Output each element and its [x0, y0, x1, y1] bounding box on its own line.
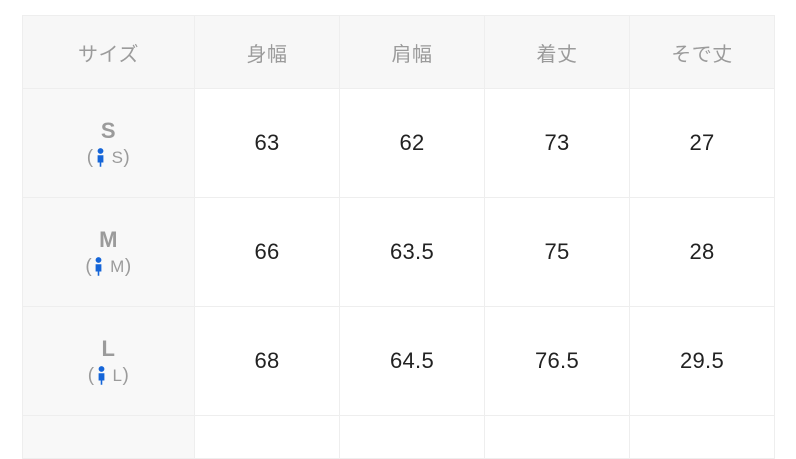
paren-open: (: [85, 255, 93, 277]
paren-close: ): [123, 146, 131, 168]
size-cell-m: M ( M ): [22, 197, 195, 307]
size-cell-s: S ( S ): [22, 88, 195, 198]
value-sleeve: 27: [689, 130, 715, 155]
person-icon: [93, 256, 104, 276]
column-header-shoulder: 肩幅: [339, 15, 485, 89]
cell-sleeve: 27: [629, 88, 775, 198]
cell-length: 73: [484, 88, 630, 198]
value-chest: 68: [254, 348, 280, 373]
cell-shoulder: 62: [339, 88, 485, 198]
cell-length: 76.5: [484, 306, 630, 416]
value-length: 75: [544, 239, 570, 264]
cell-sleeve-partial: [629, 415, 775, 459]
size-chart-container: サイズ 身幅 肩幅 着丈 そで丈 S (: [22, 15, 775, 459]
column-header-sleeve: そで丈: [629, 15, 775, 89]
person-icon: [95, 147, 106, 167]
cell-chest: 68: [194, 306, 340, 416]
table-row: M ( M ): [22, 197, 775, 307]
size-cell-partial: [22, 415, 195, 459]
person-icon: [96, 365, 107, 385]
value-length: 76.5: [534, 348, 580, 373]
table-row-partial: [22, 415, 775, 459]
size-label-main: L: [101, 335, 116, 361]
value-shoulder: 64.5: [389, 348, 435, 373]
size-sub-letter: S: [111, 147, 124, 167]
cell-sleeve: 29.5: [629, 306, 775, 416]
cell-shoulder: 64.5: [339, 306, 485, 416]
cell-shoulder: 63.5: [339, 197, 485, 307]
size-label-sub: ( M ): [85, 257, 131, 276]
column-header-size: サイズ: [22, 15, 195, 89]
size-table: サイズ 身幅 肩幅 着丈 そで丈 S (: [22, 15, 775, 459]
size-cell-l: L ( L ): [22, 306, 195, 416]
value-shoulder: 62: [399, 130, 425, 155]
value-sleeve: 29.5: [679, 348, 725, 373]
size-label-sub: ( L ): [88, 366, 130, 385]
value-length: 73: [544, 130, 570, 155]
size-label-sub: ( S ): [87, 148, 131, 167]
cell-shoulder-partial: [339, 415, 485, 459]
table-header: サイズ 身幅 肩幅 着丈 そで丈: [22, 15, 775, 89]
table-body: S ( S ): [22, 88, 775, 459]
size-label-main: M: [99, 226, 118, 252]
size-sub-letter: M: [110, 256, 125, 276]
value-sleeve: 28: [689, 239, 715, 264]
paren-close: ): [122, 364, 130, 386]
size-sub-letter: L: [112, 365, 123, 385]
column-header-length: 着丈: [484, 15, 630, 89]
paren-open: (: [87, 364, 95, 386]
value-shoulder: 63.5: [389, 239, 435, 264]
table-row: S ( S ): [22, 88, 775, 198]
value-chest: 63: [254, 130, 280, 155]
table-header-row: サイズ 身幅 肩幅 着丈 そで丈: [22, 15, 775, 89]
cell-length-partial: [484, 415, 630, 459]
cell-length: 75: [484, 197, 630, 307]
cell-sleeve: 28: [629, 197, 775, 307]
column-header-chest: 身幅: [194, 15, 340, 89]
cell-chest: 66: [194, 197, 340, 307]
cell-chest-partial: [194, 415, 340, 459]
paren-open: (: [86, 146, 94, 168]
value-chest: 66: [254, 239, 280, 264]
size-label-main: S: [100, 117, 117, 143]
cell-chest: 63: [194, 88, 340, 198]
paren-close: ): [124, 255, 132, 277]
table-row: L ( L ): [22, 306, 775, 416]
